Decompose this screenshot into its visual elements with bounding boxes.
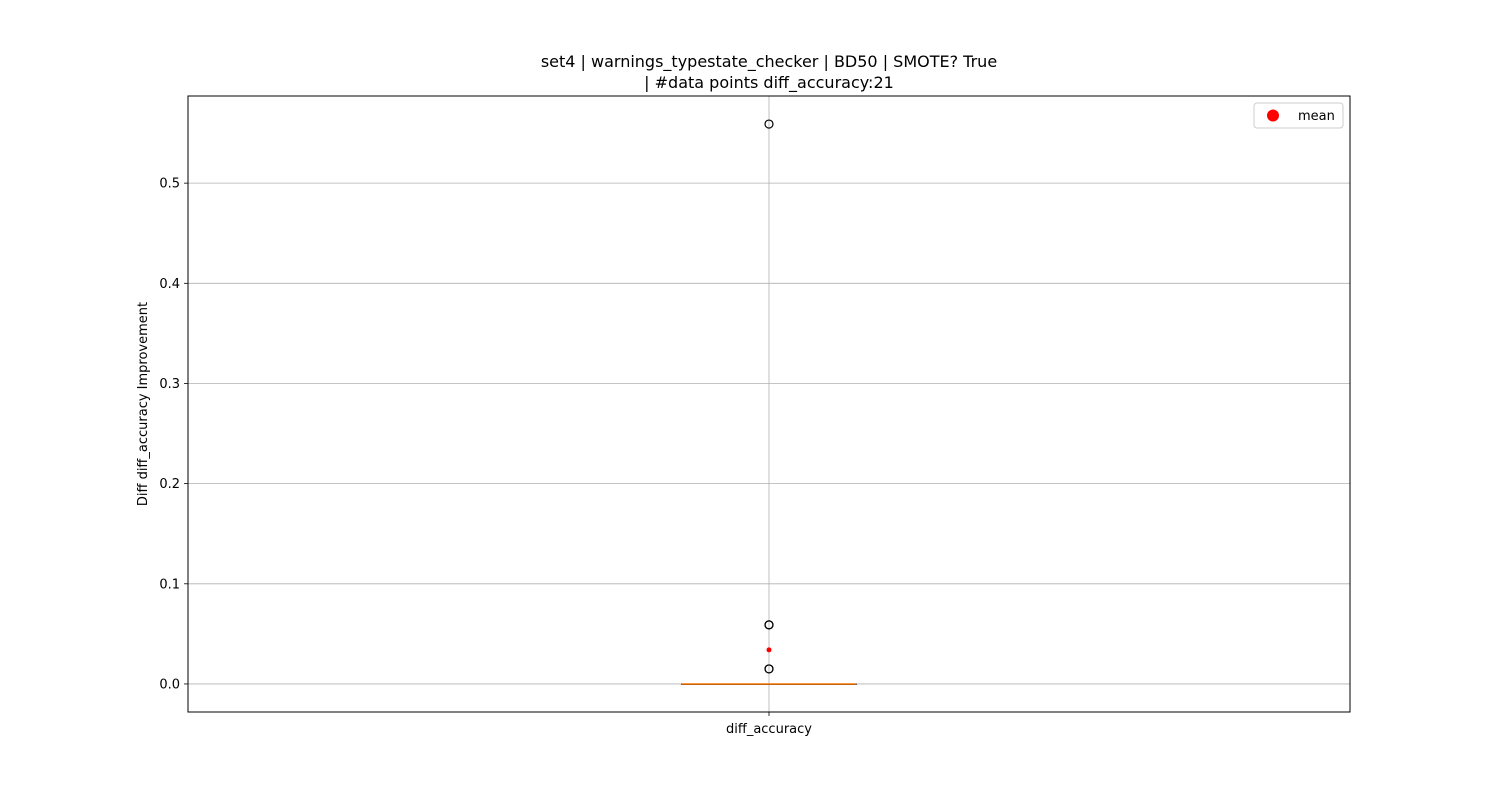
y-tick-label: 0.3 [159, 377, 180, 392]
y-tick-label: 0.5 [159, 177, 180, 192]
chart-title-line1: set4 | warnings_typestate_checker | BD50… [541, 52, 997, 72]
outlier-point [764, 664, 774, 674]
legend: mean [1253, 102, 1344, 129]
x-tick-label: diff_accuracy [726, 722, 812, 737]
outlier-point [764, 620, 774, 630]
legend-mean-marker [1267, 109, 1279, 122]
legend-frame [1253, 102, 1344, 129]
y-tick-label: 0.0 [159, 677, 180, 692]
y-tick-label: 0.2 [159, 477, 180, 492]
y-tick-label: 0.1 [159, 577, 180, 592]
x-axis-ticks: diff_accuracy [726, 712, 812, 737]
chart-title-line2: | #data points diff_accuracy:21 [644, 73, 894, 93]
y-tick-label: 0.4 [159, 277, 180, 292]
outlier-point [764, 119, 774, 129]
box-elements [681, 683, 857, 685]
grid-lines [188, 96, 1350, 712]
y-axis-ticks: 0.0 0.1 0.2 0.3 0.4 0.5 [159, 177, 188, 692]
legend-mean-label: mean [1298, 109, 1335, 124]
data-points [764, 119, 774, 674]
mean-point [766, 647, 772, 653]
y-axis-label: Diff diff_accuracy Improvement [136, 302, 151, 506]
